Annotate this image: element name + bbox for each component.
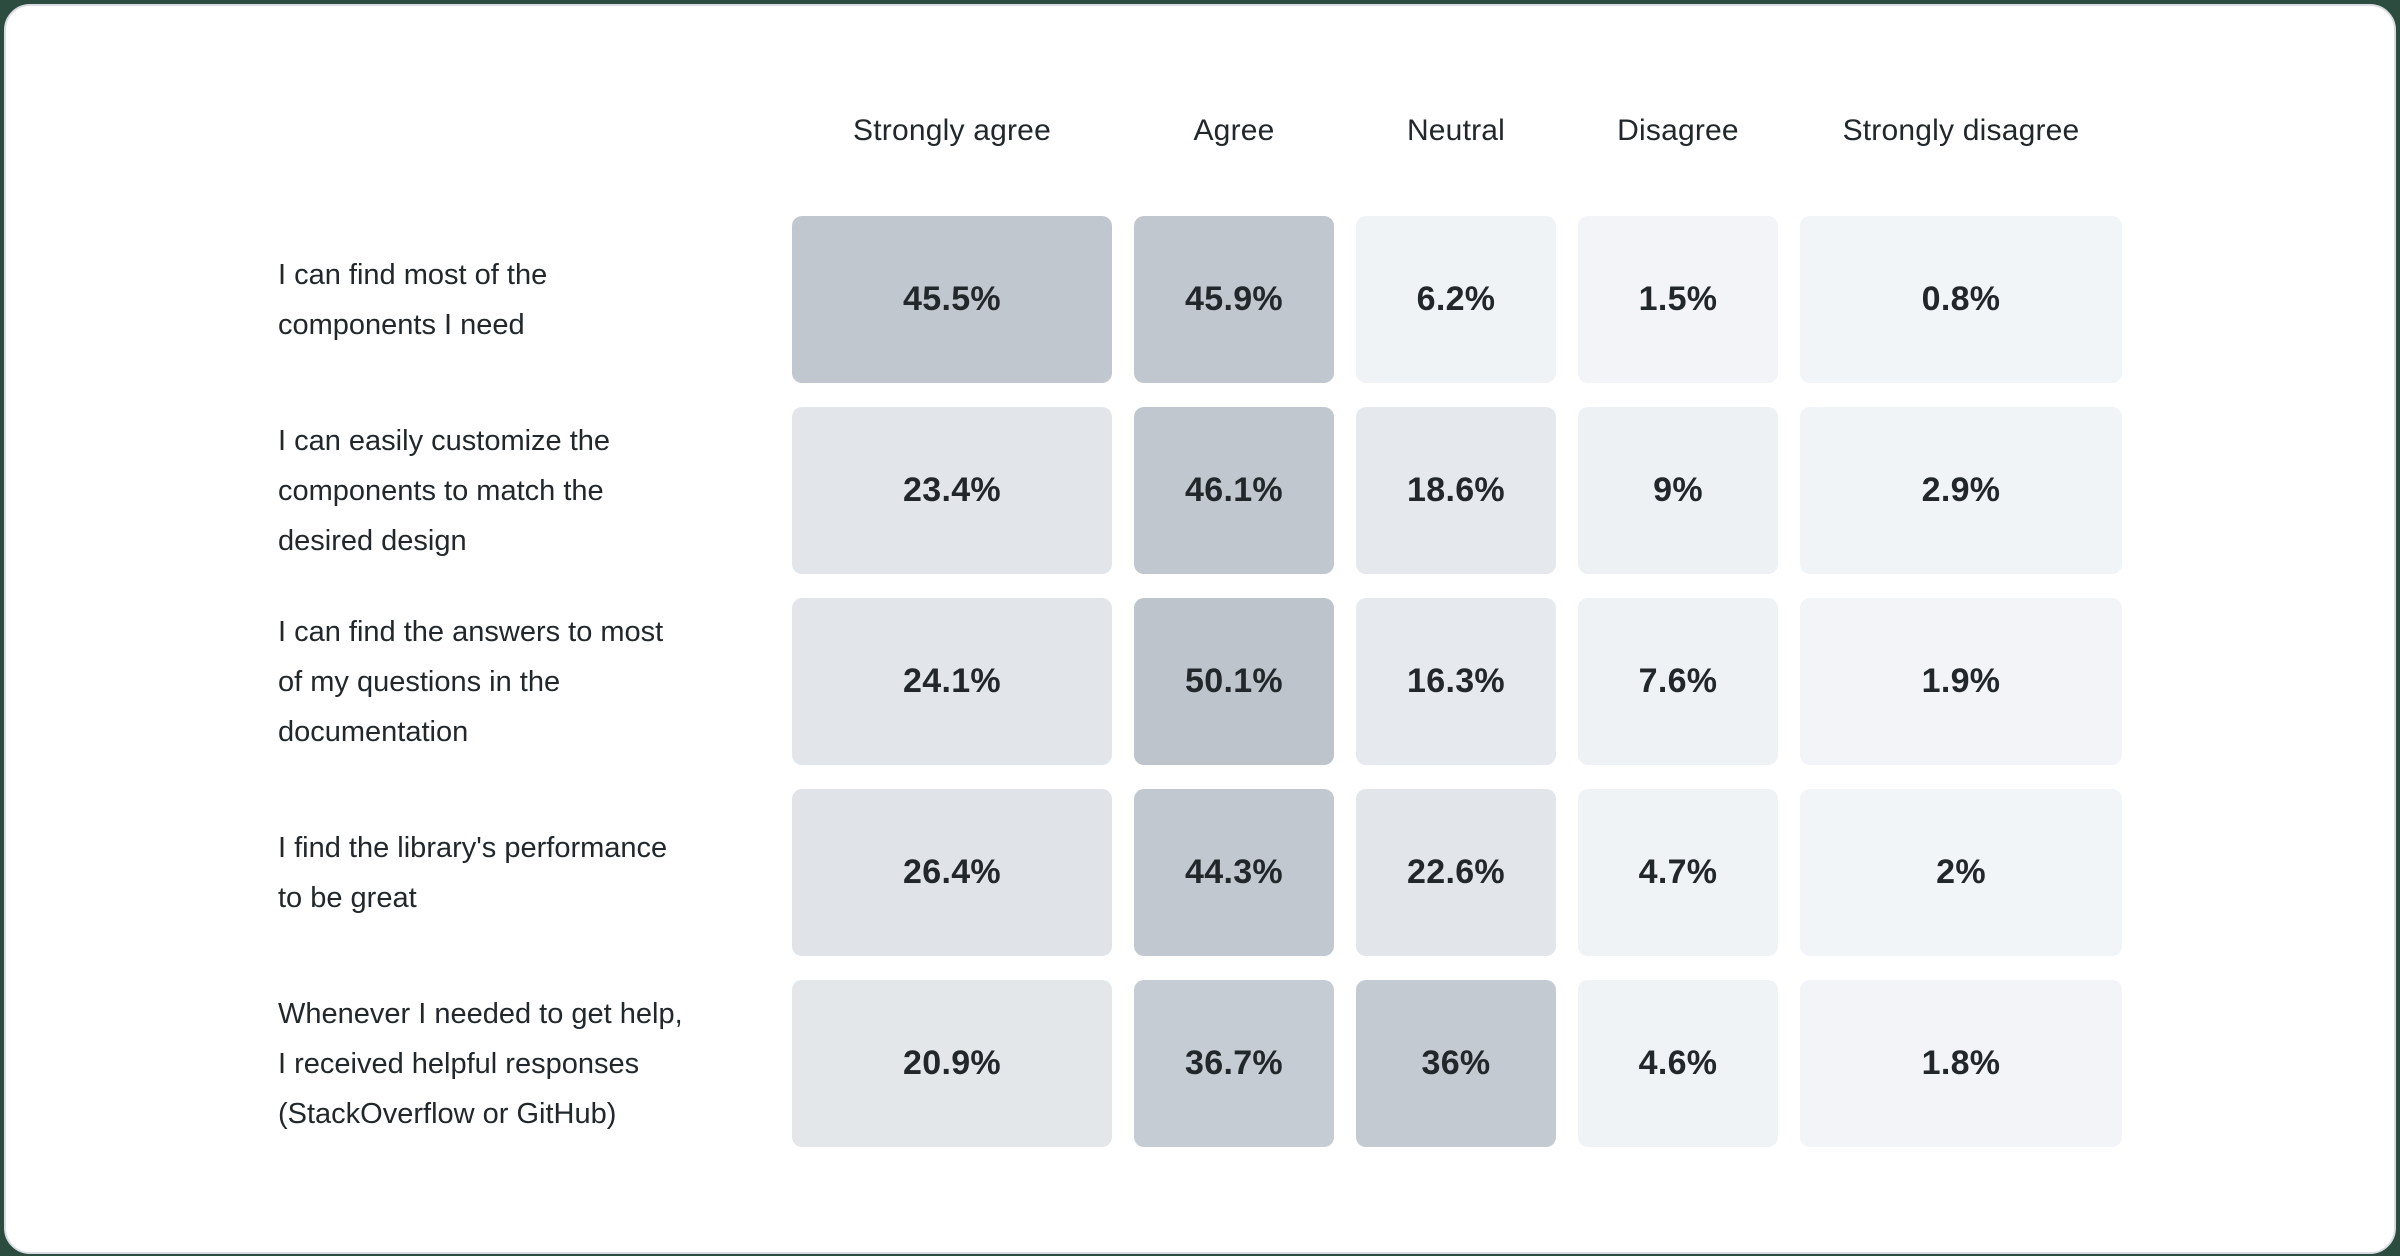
heatmap-cell: 9% — [1578, 407, 1778, 574]
cell-value: 26.4% — [903, 853, 1001, 891]
cell-value: 9% — [1653, 471, 1703, 509]
heatmap-cell: 1.9% — [1800, 598, 2122, 765]
heatmap-cell: 24.1% — [792, 598, 1112, 765]
row-question-text: I can find most of the components I need — [278, 258, 548, 341]
heatmap-cell: 46.1% — [1134, 407, 1334, 574]
heatmap-cell: 2% — [1800, 789, 2122, 956]
column-header-disagree: Disagree — [1617, 114, 1739, 147]
row-question-text: I can find the answers to most of my que… — [278, 615, 664, 748]
cell-value: 20.9% — [903, 1044, 1001, 1082]
row-question-text: I find the library's performance to be g… — [278, 831, 668, 914]
cell-value: 0.8% — [1921, 280, 2001, 318]
row-question-label: I can find most of the components I need — [278, 216, 770, 383]
heatmap-cell: 16.3% — [1356, 598, 1556, 765]
heatmap-cell: 45.5% — [792, 216, 1112, 383]
heatmap-cell: 22.6% — [1356, 789, 1556, 956]
heatmap-cell: 4.6% — [1578, 980, 1778, 1147]
survey-likert-heatmap: Strongly agree Agree Neutral Disagree St… — [278, 6, 2122, 1147]
cell-value: 16.3% — [1407, 662, 1505, 700]
cell-value: 4.6% — [1638, 1044, 1718, 1082]
row-question-text: Whenever I needed to get help, I receive… — [278, 997, 683, 1130]
column-header-neutral: Neutral — [1406, 114, 1506, 147]
cell-value: 50.1% — [1185, 662, 1283, 700]
cell-value: 46.1% — [1185, 471, 1283, 509]
row-question-text: I can easily customize the components to… — [278, 424, 611, 557]
survey-card: Strongly agree Agree Neutral Disagree St… — [4, 4, 2396, 1254]
cell-value: 44.3% — [1185, 853, 1283, 891]
heatmap-cell: 4.7% — [1578, 789, 1778, 956]
heatmap-cell: 20.9% — [792, 980, 1112, 1147]
row-question-label: Whenever I needed to get help, I receive… — [278, 980, 770, 1147]
column-header-agree: Agree — [1193, 114, 1275, 147]
heatmap-cell: 1.8% — [1800, 980, 2122, 1147]
cell-value: 45.5% — [903, 280, 1001, 318]
column-header-strongly-agree: Strongly agree — [853, 114, 1051, 147]
row-question-label: I can find the answers to most of my que… — [278, 598, 770, 765]
cell-value: 1.9% — [1921, 662, 2001, 700]
heatmap-cell: 23.4% — [792, 407, 1112, 574]
heatmap-cell: 26.4% — [792, 789, 1112, 956]
heatmap-cell: 0.8% — [1800, 216, 2122, 383]
cell-value: 36.7% — [1185, 1044, 1283, 1082]
cell-value: 24.1% — [903, 662, 1001, 700]
heatmap-cell: 6.2% — [1356, 216, 1556, 383]
cell-value: 4.7% — [1638, 853, 1718, 891]
heatmap-cell: 7.6% — [1578, 598, 1778, 765]
cell-value: 18.6% — [1407, 471, 1505, 509]
cell-value: 1.5% — [1638, 280, 1718, 318]
column-header-strongly-disagree: Strongly disagree — [1842, 114, 2080, 147]
cell-value: 7.6% — [1638, 662, 1718, 700]
heatmap-cell: 1.5% — [1578, 216, 1778, 383]
cell-value: 36% — [1421, 1044, 1491, 1082]
heatmap-cell: 36% — [1356, 980, 1556, 1147]
heatmap-cell: 50.1% — [1134, 598, 1334, 765]
row-question-label: I find the library's performance to be g… — [278, 789, 770, 956]
heatmap-cell: 45.9% — [1134, 216, 1334, 383]
cell-value: 2.9% — [1921, 471, 2001, 509]
cell-value: 23.4% — [903, 471, 1001, 509]
cell-value: 45.9% — [1185, 280, 1283, 318]
heatmap-cell: 2.9% — [1800, 407, 2122, 574]
heatmap-cell: 18.6% — [1356, 407, 1556, 574]
header-spacer — [278, 102, 770, 192]
heatmap-cell: 44.3% — [1134, 789, 1334, 956]
cell-value: 22.6% — [1407, 853, 1505, 891]
row-question-label: I can easily customize the components to… — [278, 407, 770, 574]
cell-value: 6.2% — [1416, 280, 1496, 318]
heatmap-cell: 36.7% — [1134, 980, 1334, 1147]
cell-value: 1.8% — [1921, 1044, 2001, 1082]
cell-value: 2% — [1936, 853, 1986, 891]
